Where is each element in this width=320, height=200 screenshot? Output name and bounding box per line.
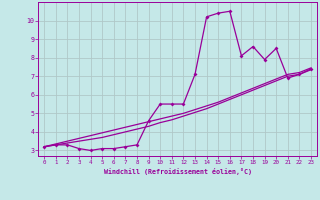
X-axis label: Windchill (Refroidissement éolien,°C): Windchill (Refroidissement éolien,°C) bbox=[104, 168, 252, 175]
